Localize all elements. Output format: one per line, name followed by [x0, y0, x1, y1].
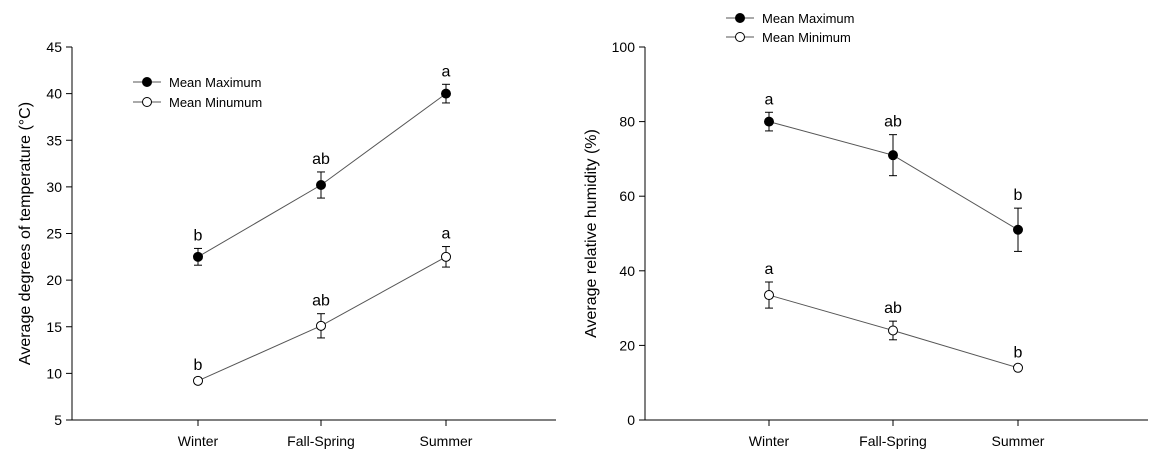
- data-point: [764, 290, 774, 301]
- series-2: b ab a: [193, 226, 451, 386]
- significance-label: ab: [312, 151, 330, 168]
- x-tick-label: Fall-Spring: [859, 433, 927, 449]
- legend-marker: [142, 77, 152, 87]
- x-tick-label: Summer: [420, 433, 473, 449]
- data-point: [888, 150, 898, 161]
- data-point: [193, 251, 203, 262]
- y-tick-label: 80: [619, 114, 635, 130]
- legend-marker: [142, 97, 152, 107]
- chart-panel-2: 0 20 40 60 80 100 Winter Fall-Spring Summer Avera…: [583, 11, 1148, 449]
- significance-label: a: [765, 261, 774, 278]
- legend-marker: [735, 32, 745, 42]
- y-tick-label: 15: [46, 319, 62, 335]
- data-point: [764, 116, 774, 127]
- legend-marker: [735, 13, 745, 23]
- significance-label: a: [442, 226, 451, 243]
- y-tick-label: 40: [46, 86, 62, 102]
- x-tick-label: Winter: [749, 433, 790, 449]
- data-point: [316, 320, 326, 331]
- series-line: [197, 256, 447, 382]
- series-line: [197, 93, 447, 258]
- significance-label: b: [1014, 187, 1023, 204]
- significance-label: a: [442, 63, 451, 80]
- y-axis-label: Average degrees of temperature (°C): [17, 102, 34, 365]
- y-tick-label: 10: [46, 365, 62, 381]
- significance-label: a: [765, 91, 774, 108]
- y-tick-label: 60: [619, 188, 635, 204]
- y-tick-label: 5: [54, 412, 62, 428]
- legend-label: Mean Maximum: [762, 11, 854, 26]
- y-tick-label: 40: [619, 263, 635, 279]
- data-point: [441, 88, 451, 99]
- x-tick-label: Fall-Spring: [287, 433, 355, 449]
- y-tick-label: 0: [627, 412, 635, 428]
- y-tick-label: 30: [46, 179, 62, 195]
- legend-label: Mean Minumum: [169, 95, 262, 110]
- data-point: [888, 325, 898, 336]
- series-1: b ab a: [193, 63, 451, 266]
- data-point: [1013, 224, 1023, 235]
- data-point: [441, 251, 451, 262]
- y-tick-label: 45: [46, 39, 62, 55]
- chart-panel-1: 5 10 15 20 25 30 35 40 45 Winter Fall-Spring Summer…: [17, 39, 556, 449]
- significance-label: ab: [884, 114, 902, 131]
- legend-label: Mean Maximum: [169, 75, 261, 90]
- legend-label: Mean Minimum: [762, 30, 851, 45]
- significance-label: ab: [312, 293, 330, 310]
- data-point: [193, 375, 203, 386]
- x-tick-label: Summer: [992, 433, 1045, 449]
- y-tick-label: 20: [46, 272, 62, 288]
- y-tick-label: 100: [612, 39, 636, 55]
- significance-label: b: [1014, 345, 1023, 362]
- significance-label: b: [194, 227, 203, 244]
- series-2: a ab b: [764, 261, 1023, 373]
- significance-label: b: [194, 357, 203, 374]
- y-tick-label: 25: [46, 226, 62, 242]
- y-tick-label: 20: [619, 337, 635, 353]
- y-tick-label: 35: [46, 132, 62, 148]
- data-point: [316, 180, 326, 191]
- y-axis-label: Average relative humidity (%): [583, 129, 600, 338]
- x-tick-label: Winter: [178, 433, 219, 449]
- data-point: [1013, 362, 1023, 373]
- significance-label: ab: [884, 300, 902, 317]
- series-1: a ab b: [764, 91, 1023, 252]
